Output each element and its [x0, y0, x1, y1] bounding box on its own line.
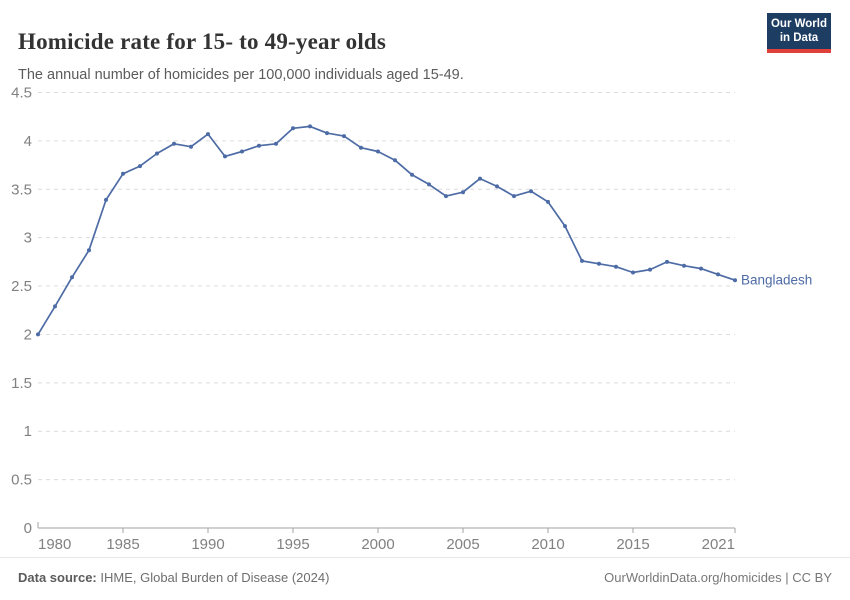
- chart-footer: Data source: IHME, Global Burden of Dise…: [0, 557, 850, 600]
- y-tick-label: 4: [24, 133, 32, 150]
- data-point: [223, 154, 227, 159]
- data-point: [665, 259, 669, 264]
- data-point: [53, 304, 57, 309]
- data-point: [240, 149, 244, 154]
- data-point: [580, 258, 584, 263]
- data-point: [172, 141, 176, 146]
- y-tick-label: 2: [24, 326, 32, 343]
- data-point: [529, 189, 533, 194]
- data-point: [121, 171, 125, 176]
- x-tick-label: 1990: [191, 536, 224, 553]
- y-tick-label: 1.5: [11, 375, 32, 392]
- data-point: [36, 332, 40, 337]
- x-tick-label: 2010: [531, 536, 564, 553]
- data-point: [189, 144, 193, 149]
- data-point: [87, 248, 91, 253]
- data-point: [461, 190, 465, 195]
- chart-subtitle: The annual number of homicides per 100,0…: [18, 66, 464, 83]
- data-point: [410, 172, 414, 177]
- data-point: [70, 275, 74, 280]
- owid-logo-line1: Our World: [770, 18, 827, 30]
- data-point: [393, 158, 397, 163]
- data-source-text: IHME, Global Burden of Disease (2024): [96, 570, 330, 585]
- data-point: [342, 134, 346, 139]
- trend-line: [37, 125, 736, 336]
- data-point: [325, 131, 329, 136]
- data-point: [631, 270, 635, 275]
- page-title: Homicide rate for 15- to 49-year olds: [18, 29, 387, 55]
- data-point: [427, 182, 431, 187]
- data-point: [648, 267, 652, 272]
- owid-logo-line2: in Data: [779, 31, 819, 44]
- series-end-label[interactable]: Bangladesh: [741, 273, 812, 288]
- data-point: [206, 132, 210, 137]
- data-source: Data source: IHME, Global Burden of Dise…: [18, 570, 329, 585]
- data-point: [733, 278, 737, 283]
- data-point: [138, 164, 142, 169]
- x-tick-label: 1985: [106, 536, 139, 553]
- data-point: [614, 264, 618, 269]
- y-tick-label: 2.5: [11, 278, 32, 295]
- data-point: [495, 184, 499, 189]
- data-point: [257, 143, 261, 148]
- data-point: [291, 126, 295, 131]
- y-tick-label: 1: [24, 423, 32, 440]
- data-point: [563, 224, 567, 229]
- data-point: [478, 176, 482, 181]
- data-point: [444, 194, 448, 199]
- y-tick-label: 0: [24, 520, 32, 537]
- owid-logo[interactable]: Our World in Data: [767, 13, 831, 53]
- y-tick-label: 3.5: [11, 181, 32, 198]
- y-tick-label: 0.5: [11, 472, 32, 489]
- data-point: [155, 151, 159, 156]
- data-point: [512, 194, 516, 199]
- data-point: [546, 199, 550, 204]
- data-point: [104, 197, 108, 202]
- data-point: [699, 266, 703, 271]
- data-source-label: Data source:: [18, 570, 97, 585]
- data-point: [274, 141, 278, 146]
- data-point: [376, 149, 380, 154]
- data-point: [597, 261, 601, 266]
- credit-link[interactable]: OurWorldinData.org/homicides | CC BY: [604, 570, 832, 585]
- x-tick-label: 2015: [616, 536, 649, 553]
- x-tick-label: 1980: [38, 536, 71, 553]
- data-point: [682, 263, 686, 268]
- y-tick-label: 3: [24, 230, 32, 247]
- x-tick-label: 1995: [276, 536, 309, 553]
- data-point: [359, 145, 363, 150]
- x-tick-label: 2021: [702, 536, 735, 553]
- x-tick-label: 2000: [361, 536, 394, 553]
- x-tick-label: 2005: [446, 536, 479, 553]
- y-tick-label: 4.5: [11, 85, 32, 102]
- data-point: [716, 272, 720, 277]
- data-point: [308, 124, 312, 129]
